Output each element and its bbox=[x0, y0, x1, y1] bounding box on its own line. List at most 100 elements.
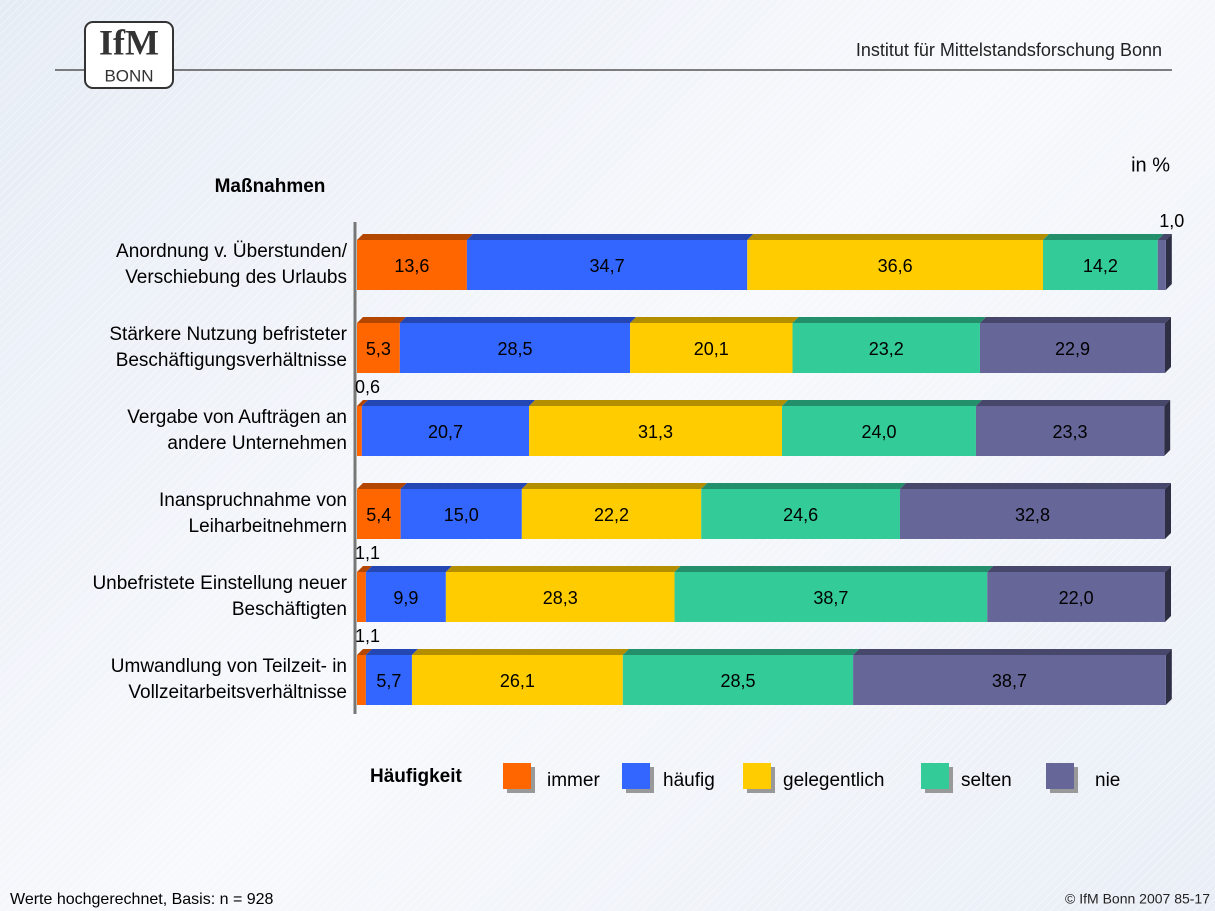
bar bbox=[365, 572, 446, 622]
data-label: 1,1 bbox=[355, 626, 380, 646]
bar bbox=[979, 323, 1165, 373]
legend-swatch bbox=[622, 763, 650, 789]
data-label: 5,3 bbox=[366, 339, 391, 359]
bar-top bbox=[445, 566, 681, 572]
bar bbox=[357, 323, 400, 373]
bar bbox=[357, 240, 467, 290]
bar-top bbox=[357, 234, 473, 240]
data-label: 23,2 bbox=[869, 339, 904, 359]
footnote: Werte hochgerechnet, Basis: n = 928 bbox=[10, 891, 274, 908]
bar bbox=[411, 655, 623, 705]
bar-top bbox=[975, 400, 1171, 406]
bar bbox=[521, 489, 702, 539]
bar bbox=[782, 406, 976, 456]
bar-top bbox=[361, 400, 536, 406]
bar bbox=[747, 240, 1043, 290]
bar-side bbox=[1165, 566, 1171, 622]
bar bbox=[445, 572, 675, 622]
data-label: 22,0 bbox=[1059, 588, 1094, 608]
data-label: 32,8 bbox=[1015, 505, 1050, 525]
bar bbox=[357, 406, 362, 456]
bar bbox=[975, 406, 1165, 456]
legend-label: häufig bbox=[663, 770, 715, 791]
bar bbox=[987, 572, 1165, 622]
bar bbox=[701, 489, 900, 539]
legend-label: gelegentlich bbox=[783, 770, 884, 791]
data-label: 26,1 bbox=[500, 671, 535, 691]
data-label: 14,2 bbox=[1083, 256, 1118, 276]
legend-swatch bbox=[743, 763, 771, 789]
legend-title: Häufigkeit bbox=[370, 766, 463, 787]
bar-top bbox=[1042, 234, 1164, 240]
bar-top bbox=[357, 400, 368, 406]
bar-top bbox=[979, 317, 1171, 323]
legend-swatch bbox=[1046, 763, 1074, 789]
bar-top bbox=[521, 483, 708, 489]
data-label: 31,3 bbox=[638, 422, 673, 442]
bar-top bbox=[622, 649, 860, 655]
data-label: 9,9 bbox=[393, 588, 418, 608]
bar-top bbox=[357, 566, 372, 572]
bar-top bbox=[357, 649, 372, 655]
data-label: 28,3 bbox=[543, 588, 578, 608]
bar bbox=[399, 323, 631, 373]
bar bbox=[357, 655, 366, 705]
bar-top bbox=[411, 649, 629, 655]
category-label: Inanspruchnahme von Leiharbeitnehmern bbox=[158, 490, 347, 537]
bar-side bbox=[1164, 400, 1171, 456]
bar bbox=[674, 572, 988, 622]
bar-top bbox=[701, 483, 906, 489]
category-label: Umwandlung von Teilzeit- in Vollzeitarbe… bbox=[110, 656, 347, 703]
data-label: 36,6 bbox=[878, 256, 913, 276]
bar bbox=[792, 323, 980, 373]
data-label: 34,7 bbox=[590, 256, 625, 276]
data-label: 38,7 bbox=[992, 671, 1027, 691]
data-label: 22,2 bbox=[594, 505, 629, 525]
logo-top: IfM bbox=[99, 22, 159, 62]
bar-top bbox=[365, 649, 418, 655]
data-label: 20,7 bbox=[428, 422, 463, 442]
category-label: Vergabe von Aufträgen an andere Unterneh… bbox=[127, 407, 347, 454]
data-label: 24,6 bbox=[783, 505, 818, 525]
bar bbox=[365, 655, 412, 705]
bar-side bbox=[1165, 649, 1172, 705]
bar bbox=[466, 240, 748, 290]
legend-swatch bbox=[503, 763, 531, 789]
y-axis-title: Maßnahmen bbox=[215, 176, 326, 197]
bar-top bbox=[899, 483, 1171, 489]
bar-top bbox=[529, 400, 789, 406]
category-label: Stärkere Nutzung befristeter Beschäftigu… bbox=[109, 324, 347, 371]
legend-label: nie bbox=[1095, 770, 1120, 791]
data-label: 28,5 bbox=[497, 339, 532, 359]
unit: in % bbox=[1131, 154, 1170, 176]
bar-top bbox=[782, 400, 982, 406]
bar-top bbox=[853, 649, 1172, 655]
bar-top bbox=[357, 317, 406, 323]
bar bbox=[361, 406, 530, 456]
bar bbox=[400, 489, 522, 539]
data-label: 24,0 bbox=[861, 422, 896, 442]
logo-box bbox=[84, 21, 174, 89]
data-label: 13,6 bbox=[394, 256, 429, 276]
data-label: 23,3 bbox=[1053, 422, 1088, 442]
bar-top bbox=[400, 483, 528, 489]
legend-label: selten bbox=[961, 770, 1012, 791]
data-label: 5,7 bbox=[376, 671, 401, 691]
bar-top bbox=[674, 566, 994, 572]
data-label: 20,1 bbox=[694, 339, 729, 359]
data-label: 0,6 bbox=[355, 377, 380, 397]
bar-top bbox=[987, 566, 1171, 572]
data-label: 1,1 bbox=[355, 543, 380, 563]
bar-top bbox=[357, 483, 407, 489]
bar bbox=[529, 406, 783, 456]
bar bbox=[630, 323, 793, 373]
bar-top bbox=[466, 234, 754, 240]
bar-top bbox=[365, 566, 452, 572]
data-label: 28,5 bbox=[720, 671, 755, 691]
legend-label: immer bbox=[547, 770, 600, 791]
bar-top bbox=[399, 317, 637, 323]
data-label: 22,9 bbox=[1055, 339, 1090, 359]
category-label: Anordnung v. Überstunden/ Verschiebung d… bbox=[116, 241, 347, 288]
